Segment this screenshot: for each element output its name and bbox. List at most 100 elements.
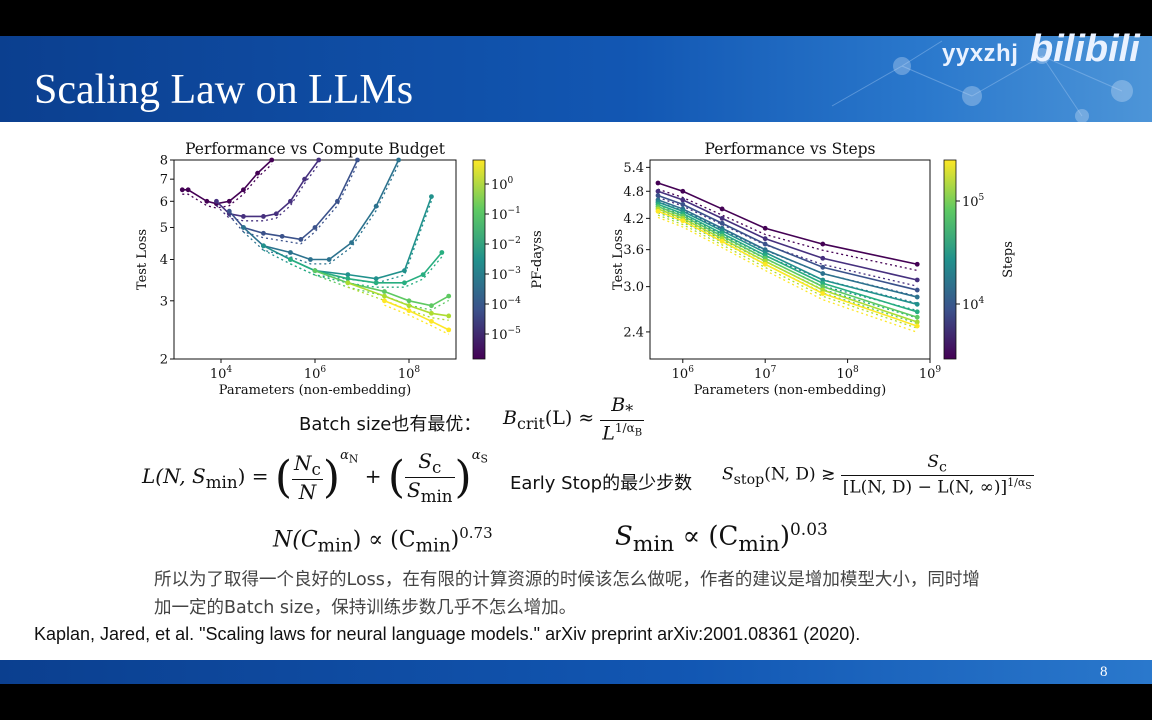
colorbar-tick-label: 10−2	[491, 236, 521, 253]
loss-t1-num: N	[294, 451, 312, 475]
data-point	[288, 250, 293, 255]
data-point	[914, 287, 920, 293]
data-point	[719, 215, 725, 221]
batch-size-label: Batch size也有最优：	[299, 414, 482, 435]
data-point	[680, 197, 686, 203]
data-point	[261, 230, 266, 236]
citation: Kaplan, Jared, et al. "Scaling laws for …	[34, 624, 861, 644]
data-point	[820, 255, 826, 261]
loss-t2-exp: α	[471, 448, 481, 463]
series-line	[290, 251, 443, 284]
y-tick-label: 6	[160, 195, 168, 210]
data-point	[288, 198, 293, 204]
data-point	[406, 298, 412, 304]
bcrit-formula: Bcrit(L) ≈ B* L1/αB	[503, 394, 645, 444]
chart-performance-vs-compute: Performance vs Compute Budget Parameters …	[135, 140, 545, 398]
series-line	[657, 190, 918, 281]
data-point	[914, 301, 920, 307]
sstop-lhs: S	[722, 464, 734, 485]
smin-b-sub: min	[738, 531, 780, 557]
series-line	[657, 210, 918, 327]
y-tick-label: 7	[160, 173, 168, 188]
data-point	[373, 203, 379, 209]
colorbar-tick-label: 104	[962, 296, 985, 313]
data-point	[820, 280, 826, 286]
data-point	[204, 198, 210, 204]
y-tick-label: 3.6	[623, 243, 644, 258]
y-tick-label: 2	[160, 353, 168, 368]
sstop-num-sub: c	[939, 459, 947, 476]
sstop-sub: stop	[733, 471, 765, 488]
data-point	[914, 309, 920, 315]
data-point	[680, 218, 686, 224]
data-point	[396, 157, 401, 163]
data-point	[345, 276, 351, 282]
data-point	[355, 157, 360, 163]
data-point	[762, 236, 768, 242]
data-point	[382, 298, 387, 304]
data-point	[655, 188, 661, 194]
loss-term1-fraction: Nc N	[292, 451, 323, 504]
x-tick-label: 107	[754, 365, 777, 382]
data-point	[406, 308, 412, 314]
smin-c: )	[779, 521, 790, 552]
data-point	[226, 208, 232, 214]
data-point	[429, 310, 434, 316]
loss-plus: +	[364, 464, 382, 488]
data-point	[762, 241, 768, 247]
bcrit-num: B	[611, 394, 626, 416]
sstop-fraction: Sc [L(N, D) − L(N, ∞)]1/αS	[840, 452, 1034, 498]
colorbar	[943, 159, 957, 360]
data-point	[446, 313, 452, 319]
smin-a: S	[615, 521, 633, 552]
series-line	[657, 208, 918, 323]
data-point	[261, 214, 266, 219]
loss-formula: L(N, Smin) = (Nc N)αN + (Sc Smin)αS	[142, 448, 488, 506]
data-point	[269, 157, 275, 163]
colorbar-tick-label: 10−5	[491, 326, 521, 343]
x-tick-label: 106	[672, 365, 695, 382]
data-point	[914, 319, 920, 325]
series-fit-line	[242, 164, 400, 265]
data-point	[241, 214, 246, 219]
series-line	[657, 201, 918, 306]
data-point	[820, 264, 826, 270]
data-point	[345, 280, 351, 286]
colorbar-tick-label: 10−1	[491, 206, 521, 223]
data-point	[762, 261, 768, 267]
sstop-formula: Sstop(N, D) ≳ Sc [L(N, D) − L(N, ∞)]1/αS	[722, 452, 1034, 498]
data-point	[680, 201, 686, 207]
series-line	[242, 159, 400, 261]
x-axis-label: Parameters (non-embedding)	[219, 383, 411, 398]
bcrit-lhs: B	[503, 407, 517, 430]
series-fit-line	[657, 216, 918, 333]
series-fit-line	[228, 164, 359, 245]
ncmin-a: N(C	[273, 527, 318, 553]
chart-performance-vs-steps: Performance vs Steps Parameters (non-embe…	[611, 140, 1016, 398]
x-axis-label: Parameters (non-embedding)	[694, 383, 886, 398]
loss-t1-den: N	[298, 480, 317, 504]
data-point	[312, 268, 318, 274]
ncmin-a-sub: min	[317, 535, 353, 557]
data-point	[820, 277, 826, 283]
data-point	[719, 220, 725, 226]
series-fit-line	[384, 304, 450, 335]
data-point	[335, 198, 340, 204]
sstop-num: S	[927, 452, 940, 472]
data-point	[914, 277, 920, 283]
data-point	[429, 303, 434, 309]
y-tick-label: 5.4	[623, 161, 644, 176]
data-point	[446, 327, 452, 333]
data-point	[820, 271, 826, 276]
data-point	[914, 314, 920, 320]
y-tick-label: 3	[160, 294, 168, 309]
y-tick-label: 4	[160, 253, 168, 268]
series-line	[228, 159, 359, 241]
data-point	[655, 180, 661, 186]
data-point	[429, 194, 434, 199]
data-point	[214, 198, 219, 204]
y-tick-label: 2.4	[623, 325, 644, 340]
y-tick-label: 5	[160, 221, 168, 236]
chart-title: Performance vs Compute Budget	[185, 140, 446, 158]
data-point	[762, 225, 768, 231]
